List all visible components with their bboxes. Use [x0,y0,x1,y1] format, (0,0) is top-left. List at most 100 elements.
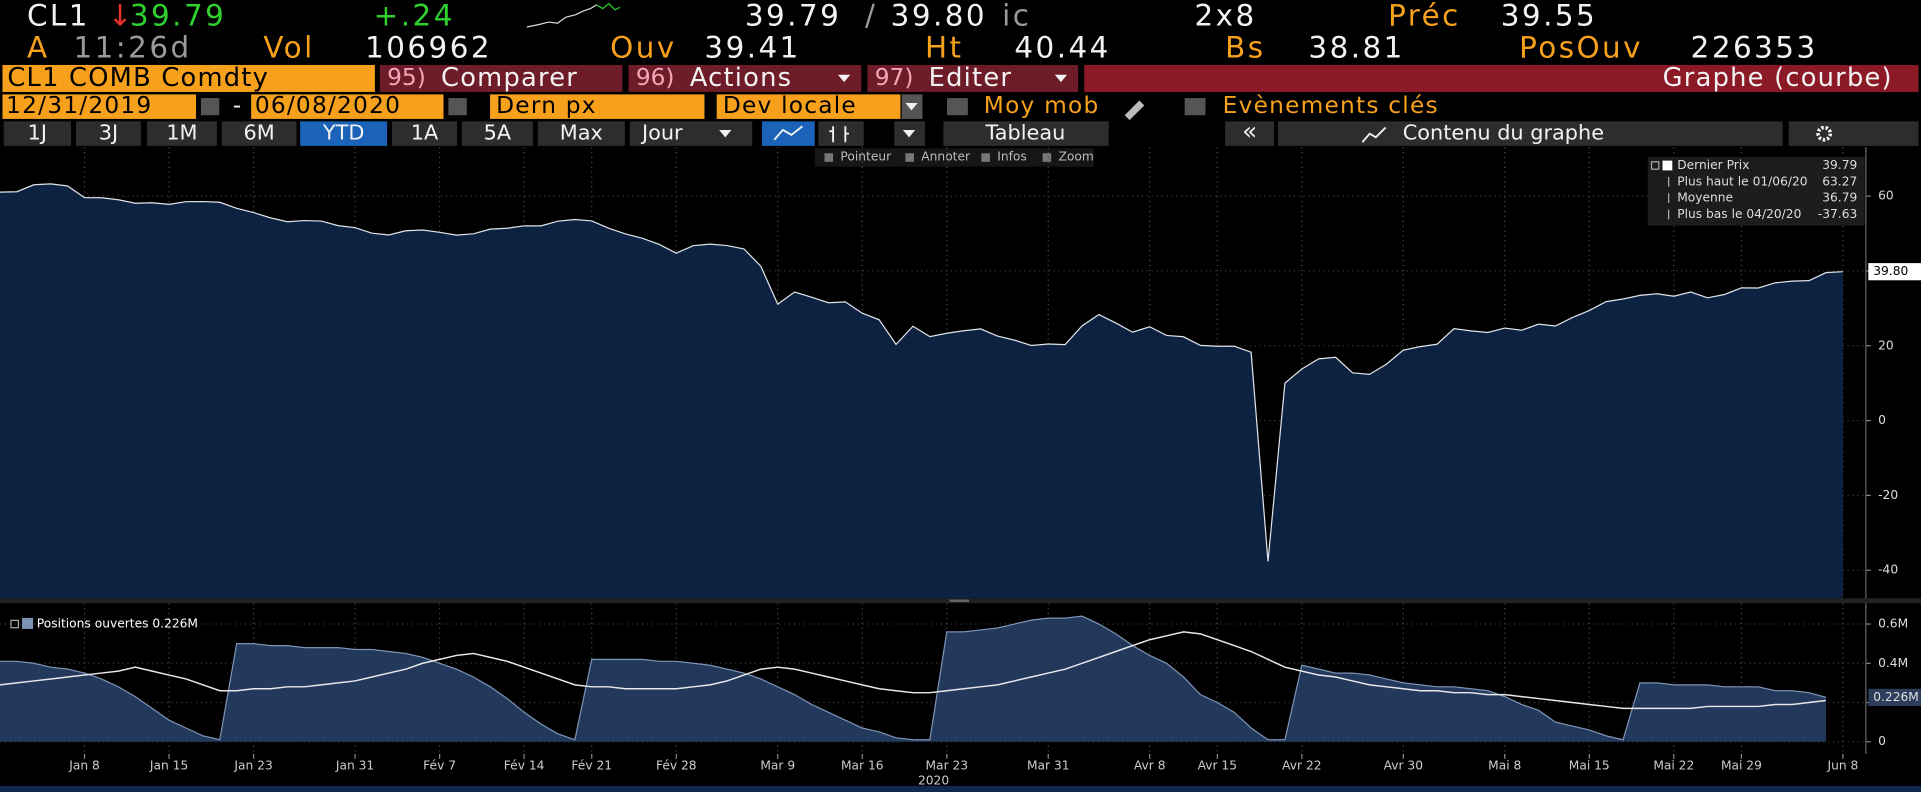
period-button[interactable] [461,121,533,146]
checkbox[interactable] [1184,98,1206,116]
dropdown-arrow [837,74,851,83]
last-value-tag [1868,688,1921,706]
bar-chart-button[interactable] [818,121,864,146]
table-button[interactable] [943,121,1109,146]
panel-resize-handle[interactable] [949,599,970,602]
legend-label: Dernier Prix [1677,158,1749,172]
frequency: Jour [640,121,683,145]
tool-icon[interactable] [981,153,990,162]
quote-low-label: Bs [1225,31,1265,65]
tool-label: Annoter [921,149,971,163]
period-button[interactable] [147,121,217,146]
security-box[interactable] [2,64,375,92]
gear-icon[interactable] [1816,125,1833,142]
legend-label: Moyenne [1677,191,1733,205]
x-tick-label: Fév 7 [423,759,456,773]
quote-open-label: Ouv [610,31,677,65]
period-button[interactable] [300,121,388,146]
period-label: 3J [99,121,118,145]
quote-open: 39.41 [704,31,800,65]
quote-low: 38.81 [1308,31,1404,65]
x-tick-label: Jan 23 [233,759,272,773]
edit-icon[interactable] [1124,100,1145,121]
menu-button-number: 95) [387,64,426,91]
last-value-label: 0.226M [1873,690,1919,704]
quote-arrow: ↓ [108,0,135,33]
y-tick-label: 20 [1878,338,1894,352]
x-tick-label: Mai 8 [1488,759,1521,773]
table-label: Tableau [985,121,1066,145]
x-tick-label: Mar 16 [841,759,884,773]
dropdown-arrow [1054,74,1068,83]
period-label: Max [560,121,603,145]
legend-value: -37.63 [1818,207,1857,221]
calendar-icon[interactable] [200,98,220,116]
period-button[interactable] [221,121,297,146]
menu-button[interactable] [867,64,1079,92]
date-start: 12/31/2019 [6,92,152,119]
menu-button[interactable] [628,64,862,92]
date-dash: - [233,92,241,119]
frequency-button[interactable] [629,121,753,146]
period-button[interactable] [3,121,72,146]
x-tick-label: Jan 15 [149,759,188,773]
date-start-box[interactable] [2,94,197,119]
period-label: 5A [484,121,512,145]
currency-box[interactable] [716,94,901,119]
checkbox[interactable] [947,98,968,116]
quote-prev-label: Préc [1388,0,1461,33]
quote-high: 40.44 [1014,31,1110,65]
tool-icon[interactable] [905,153,914,162]
quote-ticker: CL1 [27,0,90,33]
x-tick-label: Avr 22 [1282,759,1321,773]
tool-label: Infos [997,149,1027,163]
menu-button-label: Actions [690,63,792,93]
period-button[interactable] [537,121,625,146]
legend-box [1647,156,1865,226]
series-line [0,631,1827,710]
period-button[interactable] [75,121,141,146]
view-bar[interactable] [1084,64,1919,92]
tool-label: Pointeur [840,149,892,163]
dropdown-arrow [719,129,732,138]
y-tick-label: -40 [1878,563,1898,577]
quote-vol-label: Vol [263,31,314,65]
events-label: Evènements clés [1223,92,1439,119]
quote-oi: 226353 [1691,31,1818,65]
y-tick-label: 0 [1878,413,1886,427]
bottom-strip [0,785,1921,792]
tool-icon[interactable] [824,153,834,162]
calendar-icon[interactable] [448,98,467,116]
period-button[interactable] [392,121,457,146]
legend-value: 39.79 [1822,158,1857,172]
sparkline [526,4,597,28]
x-tick-label: Mai 15 [1569,759,1610,773]
x-tick-label: Fév 21 [571,759,612,773]
x-tick-label: Mar 31 [1027,759,1070,773]
period-label: 1M [166,121,197,145]
x-axis-year: 2020 [918,773,949,787]
date-end: 06/08/2020 [255,92,401,119]
legend-label: Plus bas le 04/20/20 [1677,207,1801,221]
period-label: 6M [244,121,275,145]
period-label: 1A [411,121,439,145]
menu-button-label: Editer [929,63,1013,93]
security: CL1 COMB Comdty [7,63,269,93]
x-tick-label: Mai 29 [1721,759,1762,773]
field-box[interactable] [490,94,705,119]
menu-button[interactable] [379,64,623,92]
back-button[interactable] [1225,121,1275,146]
quote-time: 11:26d [74,31,192,65]
date-end-box[interactable] [251,94,444,119]
x-tick-label: Avr 8 [1134,759,1166,773]
tools-bar [814,148,1095,167]
legend-toggle[interactable] [10,619,19,629]
area-line [0,615,1827,741]
tool-icon[interactable] [1042,153,1052,162]
quote-last: 39.79 [130,0,226,33]
settings-button[interactable] [1788,121,1919,146]
legend-label: Plus haut le 01/06/20 [1677,174,1807,188]
legend-toggle[interactable] [1650,161,1660,170]
